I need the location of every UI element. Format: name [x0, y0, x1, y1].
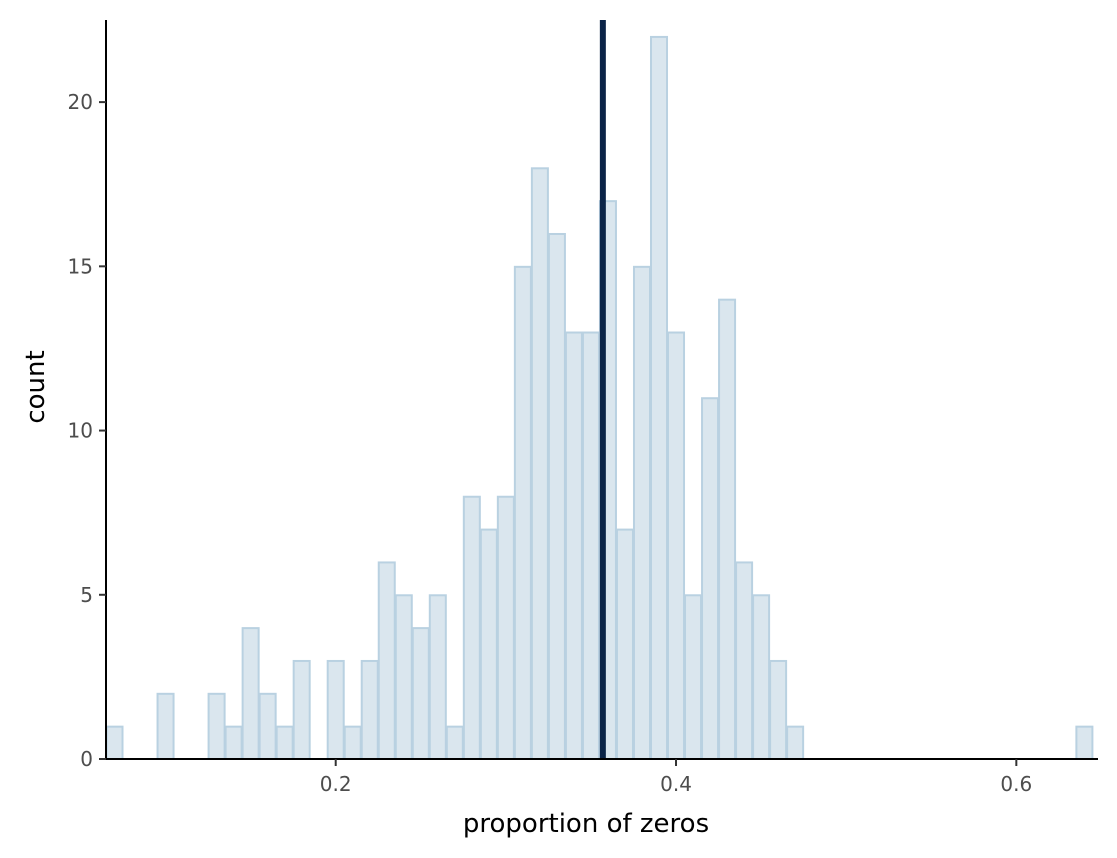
- x-tick-label: 0.6: [1000, 772, 1032, 796]
- histogram-bar: [275, 725, 294, 761]
- histogram-bar: [530, 167, 549, 761]
- y-axis-ticks: 0 5 10 15 20: [68, 90, 106, 771]
- histogram-bar: [667, 331, 686, 760]
- histogram-bar: [326, 659, 345, 761]
- histogram-bar: [701, 397, 720, 760]
- histogram-bar: [735, 561, 754, 761]
- x-axis-title: proportion of zeros: [463, 809, 709, 839]
- y-tick-label: 5: [80, 583, 93, 607]
- histogram-bar: [428, 594, 447, 760]
- histogram-bars: [105, 35, 1094, 761]
- histogram-bar: [445, 725, 464, 761]
- histogram-bar: [649, 35, 669, 760]
- histogram-bar: [718, 298, 737, 760]
- histogram-bar: [241, 627, 260, 760]
- histogram-bar: [684, 594, 703, 760]
- histogram-bar: [581, 331, 600, 760]
- histogram-bar: [615, 528, 634, 760]
- histogram-bar: [1075, 725, 1094, 761]
- x-tick-label: 0.2: [320, 772, 352, 796]
- histogram-bar: [292, 659, 311, 761]
- histogram-bar: [752, 594, 771, 760]
- histogram-bar: [769, 659, 788, 761]
- histogram-bar: [632, 265, 651, 760]
- y-axis-title: count: [21, 350, 51, 423]
- y-tick-label: 15: [68, 254, 93, 278]
- y-tick-label: 10: [68, 419, 93, 443]
- histogram-bar: [156, 692, 175, 760]
- y-tick-label: 0: [80, 747, 93, 771]
- histogram-bar: [786, 725, 805, 761]
- histogram-bar: [105, 725, 124, 761]
- y-tick-label: 20: [68, 90, 93, 114]
- histogram-bar: [479, 528, 498, 760]
- histogram-bar: [496, 495, 515, 760]
- histogram-bar: [207, 692, 226, 760]
- histogram-bar: [547, 232, 566, 760]
- histogram-bar: [462, 495, 481, 760]
- histogram-bar: [411, 627, 430, 760]
- histogram-bar: [224, 725, 243, 761]
- x-tick-label: 0.4: [660, 772, 692, 796]
- histogram-bar: [343, 725, 362, 761]
- histogram-bar: [360, 659, 379, 761]
- axes: [105, 20, 1098, 760]
- histogram-bar: [394, 594, 413, 760]
- histogram-bar: [258, 692, 277, 760]
- histogram-bar: [564, 331, 583, 760]
- histogram-bar: [513, 265, 532, 760]
- histogram-bar: [377, 561, 396, 761]
- x-axis-ticks: 0.2 0.4 0.6: [320, 759, 1032, 796]
